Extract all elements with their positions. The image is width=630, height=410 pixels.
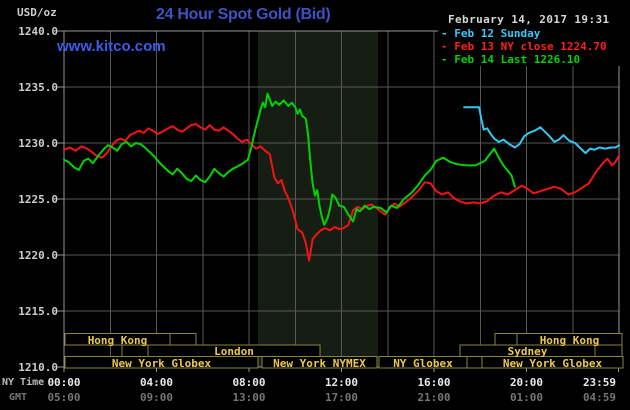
y-axis-label: 1220.0 bbox=[18, 249, 58, 262]
chart-title: 24 Hour Spot Gold (Bid) bbox=[156, 6, 331, 23]
session-label: Sydney bbox=[507, 346, 548, 357]
session-label: New York NYMEX bbox=[273, 357, 366, 369]
legend-item-2: - Feb 13 NY close 1224.70 bbox=[441, 40, 607, 53]
x-axis-label-gmt: 01:00 bbox=[509, 391, 544, 404]
x-axis-label-ny: 00:00 bbox=[47, 376, 81, 389]
session-label: London bbox=[214, 346, 254, 357]
x-axis-label-gmt: 04:59 bbox=[582, 391, 617, 404]
legend-item-1: - Feb 12 Sunday bbox=[441, 27, 541, 40]
session-box bbox=[64, 356, 259, 369]
session-label: NY Globex bbox=[393, 357, 453, 369]
x-axis-label-ny: 04:00 bbox=[139, 376, 174, 389]
y-axis-label: 1225.0 bbox=[18, 193, 58, 206]
x-axis-label-gmt: 13:00 bbox=[232, 391, 266, 404]
x-axis-label-gmt: 09:00 bbox=[139, 391, 174, 404]
x-axis-label-ny: 20:00 bbox=[509, 376, 544, 389]
y-axis-label: 1230.0 bbox=[18, 137, 58, 150]
x-axis-label-gmt: 05:00 bbox=[47, 391, 81, 404]
y-axis-label: 1240.0 bbox=[18, 25, 58, 38]
y-axis-label: 1215.0 bbox=[18, 305, 58, 318]
chart-datetime: February 14, 2017 19:31 bbox=[448, 13, 610, 26]
session-label: New York Globex bbox=[111, 357, 212, 369]
session-label: Hong Kong bbox=[87, 334, 148, 346]
x-axis-label-ny: 16:00 bbox=[417, 376, 451, 389]
x-axis-label-gmt: 21:00 bbox=[417, 391, 451, 404]
session-box bbox=[261, 356, 378, 369]
series-line-feb12 bbox=[463, 106, 620, 155]
legend-item-3: - Feb 14 Last 1226.10 bbox=[441, 53, 581, 66]
y-axis-unit-label: USD/oz bbox=[17, 6, 57, 19]
legend: - Feb 12 Sunday - Feb 13 NY close 1224.70… bbox=[438, 25, 630, 66]
x-axis-label-ny: 12:00 bbox=[324, 376, 359, 389]
series-line-feb13 bbox=[63, 123, 620, 262]
session-label: New York Globex bbox=[502, 357, 603, 369]
x-axis-label-ny: 08:00 bbox=[232, 376, 266, 389]
session-box bbox=[481, 356, 624, 369]
series-line-feb14 bbox=[63, 92, 516, 226]
y-axis-label: 1210.0 bbox=[18, 361, 58, 374]
session-label: Hong Kong bbox=[539, 334, 600, 346]
x-axis-label-gmt: 17:00 bbox=[324, 391, 359, 404]
gmt-row-label: GMT bbox=[9, 392, 28, 403]
x-axis-label-ny: 23:59 bbox=[582, 376, 617, 389]
ny-time-row-label: NY Time bbox=[2, 377, 45, 388]
kitco-watermark: www.kitco.com bbox=[57, 38, 166, 55]
y-axis-label: 1235.0 bbox=[18, 81, 58, 94]
